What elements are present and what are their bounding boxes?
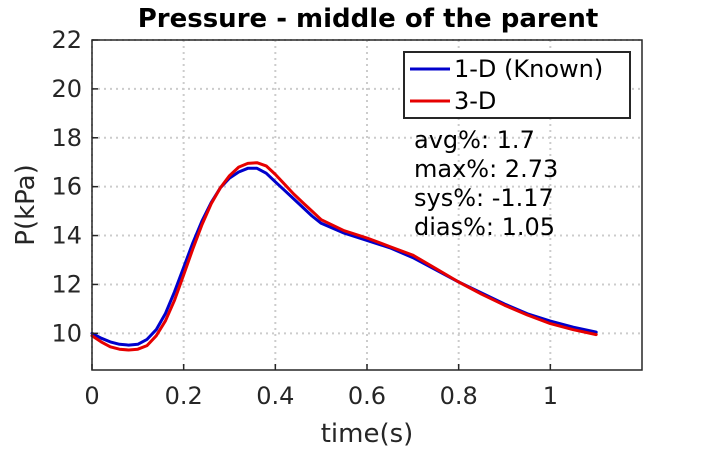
x-axis-label: time(s) bbox=[321, 419, 414, 449]
series-lines bbox=[90, 161, 598, 352]
legend: 1-D (Known) 3-D bbox=[403, 51, 631, 119]
legend-box bbox=[403, 51, 631, 119]
y-tick-label: 22 bbox=[51, 26, 82, 54]
error-stats: avg%: 1.7 max%: 2.73 sys%: -1.17 dias%: … bbox=[414, 126, 558, 241]
ticks: 0 0.2 0.4 0.6 0.8 1 10 12 14 16 18 20 22 bbox=[51, 26, 558, 410]
chart-title: Pressure - middle of the parent bbox=[138, 4, 599, 34]
y-tick-label: 18 bbox=[51, 124, 82, 152]
y-tick-label: 16 bbox=[51, 173, 82, 201]
y-tick-label: 14 bbox=[51, 222, 82, 250]
legend-label-1d: 1-D (Known) bbox=[454, 55, 603, 83]
x-tick-label: 0.8 bbox=[440, 382, 478, 410]
x-tick-label: 0 bbox=[84, 382, 99, 410]
x-tick-label: 0.4 bbox=[256, 382, 294, 410]
y-axis-label: P(kPa) bbox=[11, 164, 41, 245]
y-tick-label: 12 bbox=[51, 270, 82, 298]
x-tick-label: 1 bbox=[543, 382, 558, 410]
x-tick-label: 0.6 bbox=[348, 382, 386, 410]
series-line-1 bbox=[90, 161, 598, 352]
annotation-avg: avg%: 1.7 bbox=[414, 126, 535, 154]
annotation-max: max%: 2.73 bbox=[414, 155, 558, 183]
annotation-sys: sys%: -1.17 bbox=[414, 184, 554, 212]
y-tick-label: 20 bbox=[51, 75, 82, 103]
y-tick-label: 10 bbox=[51, 319, 82, 347]
annotation-dias: dias%: 1.05 bbox=[414, 213, 555, 241]
legend-label-3d: 3-D bbox=[454, 87, 496, 115]
x-tick-label: 0.2 bbox=[165, 382, 203, 410]
